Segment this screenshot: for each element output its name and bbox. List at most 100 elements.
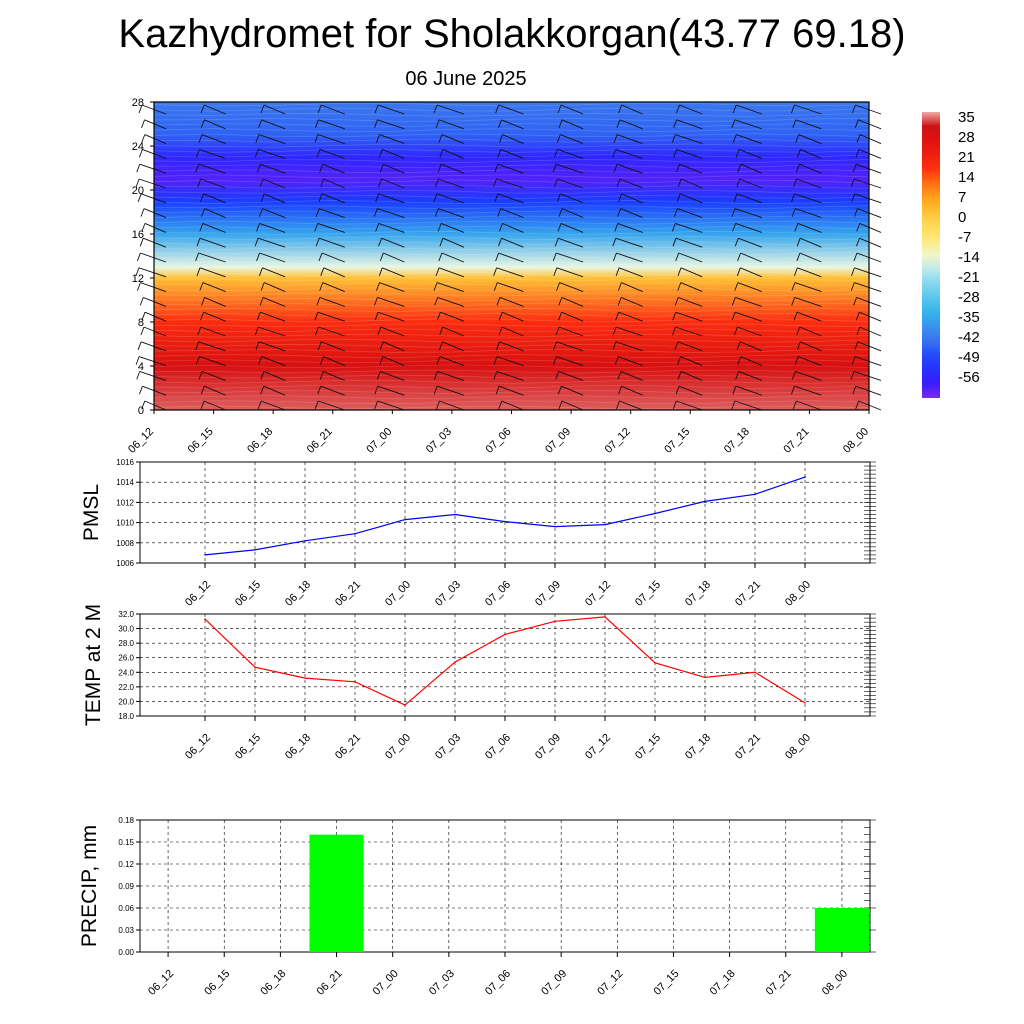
- wind-barb-flag: [437, 164, 442, 173]
- wind-barb-flag: [557, 223, 562, 232]
- wind-barb-flag: [499, 223, 503, 232]
- wind-barb-flag: [496, 341, 500, 350]
- wind-barb: [794, 193, 822, 204]
- wind-barb-flag: [201, 208, 205, 217]
- wind-barb: [383, 163, 405, 174]
- pmsl-xtick-label: 07_03: [433, 579, 463, 609]
- wind-barb: [798, 134, 822, 145]
- wind-barb-flag: [614, 223, 619, 232]
- wind-barb-flag: [558, 208, 563, 217]
- wind-barb: [498, 252, 524, 263]
- xsec-ytick-label: 24: [132, 141, 144, 153]
- wind-barb: [799, 163, 822, 174]
- xsec-ytick-label: 12: [132, 273, 144, 285]
- temp-point: [604, 616, 606, 618]
- wind-barb: [734, 311, 762, 322]
- wind-barb-flag: [316, 297, 321, 306]
- wind-barb: [679, 104, 703, 115]
- wind-barb: [556, 267, 584, 278]
- wind-barb: [203, 193, 226, 204]
- wind-barb-flag: [735, 149, 740, 158]
- xsec-xtick-label: 07_06: [484, 426, 514, 456]
- wind-barb-flag: [675, 386, 680, 395]
- wind-barb: [498, 385, 524, 396]
- wind-barb-flag: [851, 267, 855, 276]
- contour-line: [153, 333, 870, 338]
- wind-barb: [794, 104, 822, 115]
- wind-barb-flag: [140, 326, 145, 336]
- wind-barb: [497, 163, 524, 174]
- wind-barb: [621, 282, 643, 293]
- wind-barb-flag: [850, 371, 855, 380]
- wind-barb-flag: [557, 104, 562, 114]
- wind-barb: [379, 134, 405, 145]
- wind-barb: [798, 356, 822, 367]
- wind-barb-flag: [675, 252, 680, 262]
- wind-barb-flag: [618, 193, 623, 202]
- wind-barb: [263, 193, 286, 204]
- wind-barb-flag: [672, 312, 677, 321]
- wind-barb-flag: [552, 252, 557, 262]
- wind-barb: [198, 252, 226, 263]
- wind-barb-flag: [379, 252, 384, 262]
- wind-barb: [680, 370, 703, 381]
- precip-bar: [309, 834, 364, 952]
- wind-barb: [560, 134, 584, 145]
- wind-barb: [438, 178, 465, 189]
- wind-barb: [737, 282, 762, 293]
- temp-xtick-label: 06_12: [183, 732, 213, 762]
- wind-barb-flag: [376, 371, 381, 380]
- wind-barb-flag: [258, 208, 263, 217]
- wind-barb: [317, 134, 345, 145]
- colorbar-label: 28: [958, 129, 975, 146]
- wind-barb: [442, 326, 465, 337]
- wind-barb: [318, 326, 345, 337]
- wind-barb: [675, 311, 703, 322]
- colorbar-label: -35: [958, 309, 980, 326]
- wind-barb: [382, 267, 405, 278]
- wind-barb: [618, 267, 643, 278]
- wind-barb: [853, 370, 882, 381]
- wind-barb: [263, 385, 286, 396]
- contour-line: [153, 112, 870, 117]
- wind-barb-flag: [796, 326, 801, 336]
- wind-barb-flag: [737, 356, 742, 365]
- wind-barb: [855, 104, 882, 115]
- wind-barb: [323, 370, 345, 381]
- wind-barb-flag: [856, 223, 861, 232]
- wind-barb: [258, 148, 286, 159]
- wind-barb-flag: [197, 178, 202, 188]
- wind-barb-flag: [731, 312, 736, 321]
- wind-barb-flag: [139, 238, 144, 247]
- wind-barb: [556, 341, 584, 352]
- wind-barb: [441, 134, 465, 145]
- wind-barb-flag: [140, 208, 145, 217]
- pmsl-point: [504, 520, 506, 523]
- temp-xtick-label: 07_09: [533, 732, 563, 762]
- wind-barb-flag: [731, 400, 736, 410]
- wind-barb-flag: [435, 267, 440, 276]
- temp-point: [654, 662, 656, 664]
- temp-point: [754, 671, 756, 674]
- wind-barb: [853, 178, 882, 189]
- colorbar-label: 14: [958, 169, 975, 186]
- pmsl-ytick-label: 1014: [116, 478, 134, 487]
- wind-barb-flag: [493, 356, 498, 365]
- wind-barb: [262, 267, 286, 278]
- pmsl-xtick-label: 07_15: [633, 579, 663, 609]
- wind-barb-flag: [796, 238, 801, 247]
- wind-barb-flag: [259, 267, 263, 276]
- wind-barb: [261, 119, 286, 130]
- wind-barb-flag: [256, 164, 261, 173]
- temp-xtick-label: 06_21: [333, 732, 363, 762]
- wind-barb-flag: [852, 386, 857, 395]
- xsec-xtick-label: 06_18: [245, 426, 275, 456]
- wind-barb: [322, 163, 345, 174]
- wind-barb-flag: [554, 238, 559, 247]
- wind-barb: [436, 104, 465, 115]
- wind-barb-flag: [199, 282, 204, 291]
- wind-barb: [679, 163, 703, 174]
- wind-barb-flag: [374, 119, 378, 128]
- wind-barb-flag: [676, 104, 680, 114]
- colorbar-label: 7: [958, 189, 966, 206]
